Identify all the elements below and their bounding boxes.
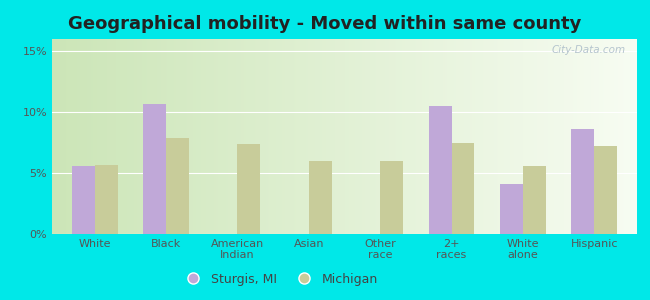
Bar [95, 164, 118, 234]
Text: City-Data.com: City-Data.com [551, 45, 625, 55]
Bar [452, 142, 474, 234]
Bar [500, 184, 523, 234]
Bar [571, 129, 594, 234]
Bar [237, 144, 260, 234]
Bar [143, 103, 166, 234]
Bar [166, 138, 189, 234]
Bar [380, 161, 403, 234]
Bar [429, 106, 452, 234]
Bar [594, 146, 617, 234]
Bar [309, 161, 332, 234]
Bar [72, 166, 95, 234]
Bar [523, 166, 546, 234]
Legend: Sturgis, MI, Michigan: Sturgis, MI, Michigan [176, 268, 383, 291]
Text: Geographical mobility - Moved within same county: Geographical mobility - Moved within sam… [68, 15, 582, 33]
